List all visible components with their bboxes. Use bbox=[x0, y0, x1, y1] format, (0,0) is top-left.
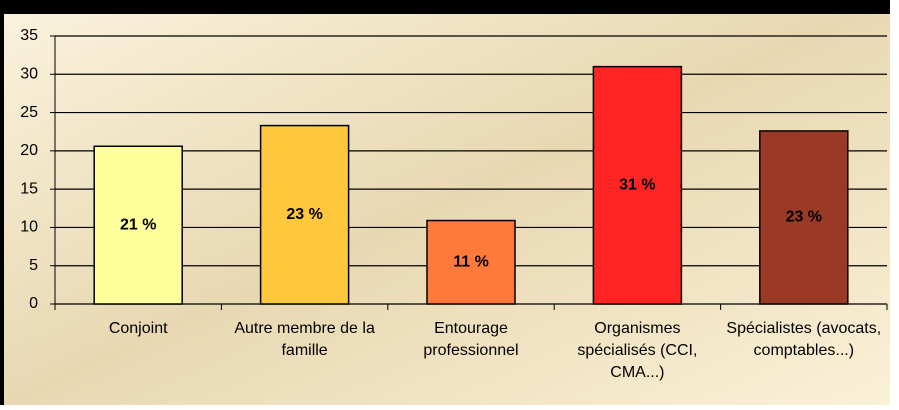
y-tick-label: 35 bbox=[20, 27, 38, 44]
y-tick-label: 0 bbox=[29, 295, 38, 312]
bar bbox=[426, 219, 516, 305]
y-tick-label: 15 bbox=[20, 180, 38, 197]
x-tick-label-box: Conjoint bbox=[108, 320, 168, 337]
bar bbox=[592, 65, 683, 305]
y-tick-label: 5 bbox=[29, 257, 38, 274]
value-label: 23 % bbox=[786, 209, 822, 226]
value-label: 11 % bbox=[453, 253, 489, 270]
x-tick-label-box: Autre membre de la famille bbox=[234, 320, 375, 359]
y-tick-label: 10 bbox=[20, 219, 38, 236]
bar bbox=[259, 124, 350, 305]
y-tick-label: 20 bbox=[20, 142, 38, 159]
x-tick-label: Conjoint bbox=[108, 320, 168, 337]
x-tick-label-box: Organismes spécialisés (CCI, CMA...) bbox=[577, 320, 698, 381]
x-tick-label: Spécialistes (avocats, comptables...) bbox=[726, 320, 882, 359]
x-tick-label: Entourage professionnel bbox=[423, 320, 519, 359]
value-label: 23 % bbox=[286, 206, 322, 223]
value-label: 31 % bbox=[619, 177, 655, 194]
x-tick-label: Autre membre de la famille bbox=[234, 320, 375, 359]
x-tick-label: Organismes spécialisés (CCI, CMA...) bbox=[577, 320, 698, 381]
y-tick-label: 25 bbox=[20, 104, 38, 121]
x-tick-label-box: Spécialistes (avocats, comptables...) bbox=[726, 320, 882, 359]
bar bbox=[759, 130, 849, 305]
y-tick-label: 30 bbox=[20, 66, 38, 83]
top-border bbox=[0, 0, 890, 14]
x-tick-label-box: Entourage professionnel bbox=[423, 320, 519, 359]
value-label: 21 % bbox=[120, 216, 156, 233]
bar bbox=[93, 145, 183, 305]
left-border bbox=[0, 0, 4, 405]
